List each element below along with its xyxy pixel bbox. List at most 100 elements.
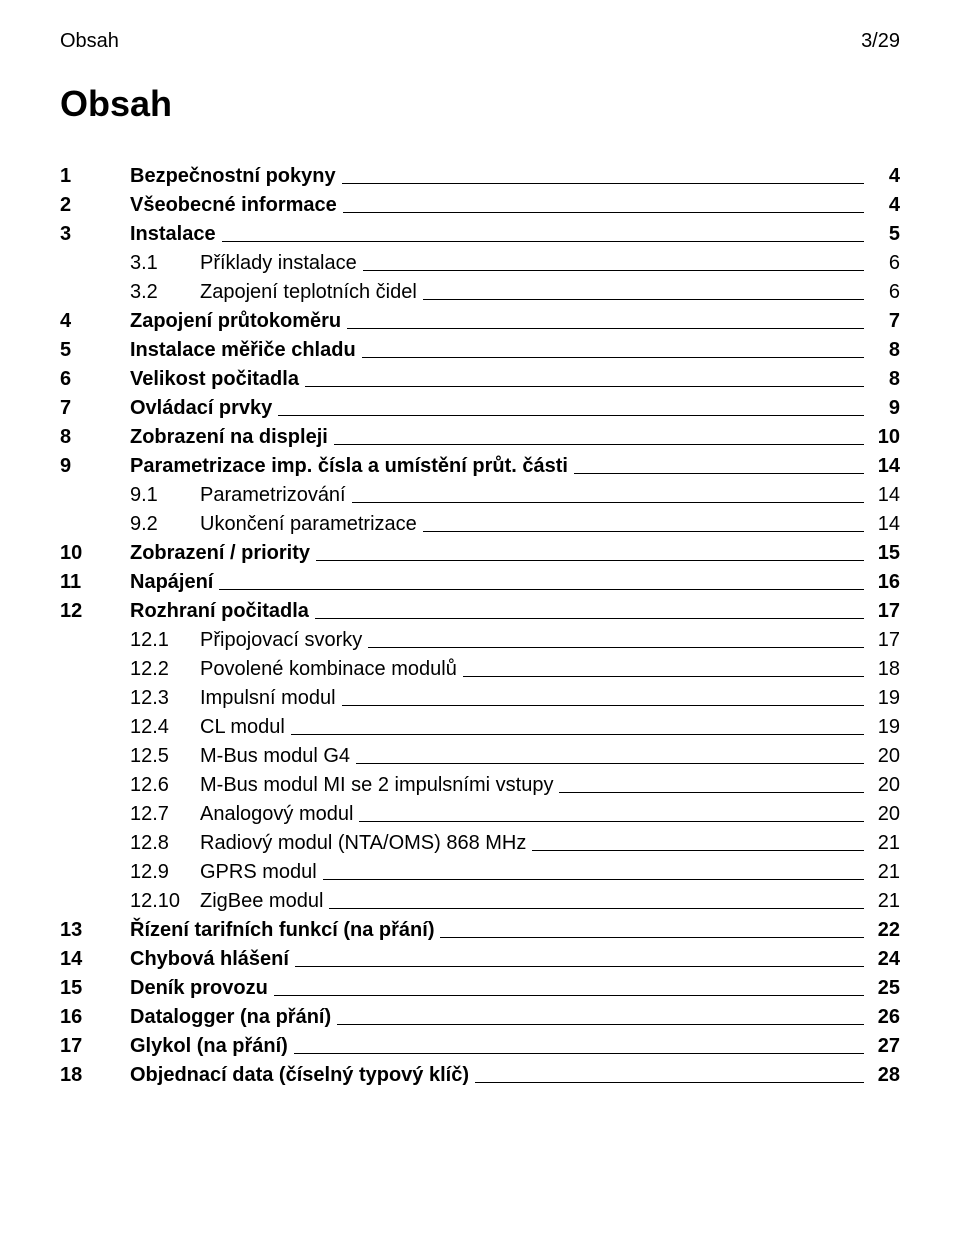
toc-page: 6 bbox=[870, 281, 900, 304]
toc-row: 6Velikost počitadla 8 bbox=[60, 368, 900, 391]
toc-row: 12.4CL modul 19 bbox=[60, 716, 900, 739]
toc-page: 17 bbox=[870, 629, 900, 652]
toc-leader bbox=[329, 908, 864, 909]
toc-label: Rozhraní počitadla bbox=[130, 600, 309, 623]
toc-label: Připojovací svorky bbox=[200, 629, 362, 652]
toc-number: 17 bbox=[60, 1035, 130, 1058]
toc-row: 12.10ZigBee modul21 bbox=[60, 890, 900, 913]
toc-label: Napájení bbox=[130, 571, 213, 594]
table-of-contents: 1Bezpečnostní pokyny4 2Všeobecné informac… bbox=[60, 165, 900, 1087]
toc-row: 3Instalace5 bbox=[60, 223, 900, 246]
toc-label: Instalace měřiče chladu bbox=[130, 339, 356, 362]
toc-row: 4Zapojení průtokoměru7 bbox=[60, 310, 900, 333]
toc-leader bbox=[347, 328, 864, 329]
toc-label: Velikost počitadla bbox=[130, 368, 299, 391]
toc-page: 21 bbox=[870, 861, 900, 884]
toc-row: 1Bezpečnostní pokyny4 bbox=[60, 165, 900, 188]
toc-number: 3.2 bbox=[130, 281, 200, 304]
toc-number: 12.9 bbox=[130, 861, 200, 884]
toc-page: 8 bbox=[870, 339, 900, 362]
toc-number: 12.4 bbox=[130, 716, 200, 739]
toc-leader bbox=[222, 241, 864, 242]
toc-label: Chybová hlášení bbox=[130, 948, 289, 971]
toc-page: 19 bbox=[870, 687, 900, 710]
toc-page: 20 bbox=[870, 745, 900, 768]
toc-leader bbox=[559, 792, 864, 793]
toc-label: CL modul bbox=[200, 716, 285, 739]
toc-page: 16 bbox=[870, 571, 900, 594]
toc-label: Objednací data (číselný typový klíč) bbox=[130, 1064, 469, 1087]
toc-leader bbox=[363, 270, 864, 271]
toc-row: 12.9GPRS modul21 bbox=[60, 861, 900, 884]
toc-label: Zapojení teplotních čidel bbox=[200, 281, 417, 304]
toc-page: 25 bbox=[870, 977, 900, 1000]
toc-number: 10 bbox=[60, 542, 130, 565]
toc-leader bbox=[334, 444, 864, 445]
toc-label: Ovládací prvky bbox=[130, 397, 272, 420]
page: Obsah 3/29 Obsah 1Bezpečnostní pokyny42V… bbox=[0, 0, 960, 1242]
toc-page: 19 bbox=[870, 716, 900, 739]
toc-number: 9.1 bbox=[130, 484, 200, 507]
toc-leader bbox=[295, 966, 864, 967]
toc-leader bbox=[440, 937, 864, 938]
toc-row: 8Zobrazení na displeji10 bbox=[60, 426, 900, 449]
toc-page: 4 bbox=[870, 194, 900, 217]
toc-leader bbox=[291, 734, 864, 735]
toc-label: Deník provozu bbox=[130, 977, 268, 1000]
toc-row: 12.1Připojovací svorky 17 bbox=[60, 629, 900, 652]
toc-leader bbox=[342, 705, 864, 706]
toc-leader bbox=[294, 1053, 864, 1054]
toc-row: 5Instalace měřiče chladu8 bbox=[60, 339, 900, 362]
toc-label: Parametrizování bbox=[200, 484, 346, 507]
toc-label: ZigBee modul bbox=[200, 890, 323, 913]
toc-leader bbox=[315, 618, 864, 619]
toc-leader bbox=[368, 647, 864, 648]
toc-row: 3.2Zapojení teplotních čidel 6 bbox=[60, 281, 900, 304]
toc-page: 5 bbox=[870, 223, 900, 246]
toc-label: Příklady instalace bbox=[200, 252, 357, 275]
toc-label: Zobrazení na displeji bbox=[130, 426, 328, 449]
toc-label: Ukončení parametrizace bbox=[200, 513, 417, 536]
toc-row: 12.5M-Bus modul G420 bbox=[60, 745, 900, 768]
toc-row: 12.8Radiový modul (NTA/OMS) 868 MHz 21 bbox=[60, 832, 900, 855]
toc-row: 11Napájení 16 bbox=[60, 571, 900, 594]
toc-leader bbox=[305, 386, 864, 387]
toc-label: Zapojení průtokoměru bbox=[130, 310, 341, 333]
toc-page: 15 bbox=[870, 542, 900, 565]
toc-page: 21 bbox=[870, 832, 900, 855]
toc-page: 6 bbox=[870, 252, 900, 275]
toc-label: Povolené kombinace modulů bbox=[200, 658, 457, 681]
toc-leader bbox=[532, 850, 864, 851]
toc-number: 2 bbox=[60, 194, 130, 217]
toc-number: 16 bbox=[60, 1006, 130, 1029]
toc-leader bbox=[362, 357, 864, 358]
toc-number: 12.8 bbox=[130, 832, 200, 855]
toc-label: Impulsní modul bbox=[200, 687, 336, 710]
toc-label: Datalogger (na přání) bbox=[130, 1006, 331, 1029]
toc-row: 12.2Povolené kombinace modulů18 bbox=[60, 658, 900, 681]
toc-label: Řízení tarifních funkcí (na přání) bbox=[130, 919, 434, 942]
toc-leader bbox=[323, 879, 864, 880]
toc-row: 7Ovládací prvky9 bbox=[60, 397, 900, 420]
toc-leader bbox=[278, 415, 864, 416]
toc-page: 22 bbox=[870, 919, 900, 942]
toc-page: 7 bbox=[870, 310, 900, 333]
toc-number: 12.5 bbox=[130, 745, 200, 768]
toc-leader bbox=[342, 183, 864, 184]
toc-label: Radiový modul (NTA/OMS) 868 MHz bbox=[200, 832, 526, 855]
toc-row: 14Chybová hlášení24 bbox=[60, 948, 900, 971]
toc-number: 6 bbox=[60, 368, 130, 391]
toc-number: 7 bbox=[60, 397, 130, 420]
toc-leader bbox=[352, 502, 864, 503]
toc-number: 14 bbox=[60, 948, 130, 971]
toc-page: 8 bbox=[870, 368, 900, 391]
toc-number: 15 bbox=[60, 977, 130, 1000]
toc-page: 20 bbox=[870, 774, 900, 797]
toc-number: 11 bbox=[60, 571, 130, 594]
toc-label: Všeobecné informace bbox=[130, 194, 337, 217]
toc-number: 3.1 bbox=[130, 252, 200, 275]
toc-page: 14 bbox=[870, 484, 900, 507]
toc-page: 28 bbox=[870, 1064, 900, 1087]
toc-number: 12.1 bbox=[130, 629, 200, 652]
toc-row: 12.3Impulsní modul19 bbox=[60, 687, 900, 710]
